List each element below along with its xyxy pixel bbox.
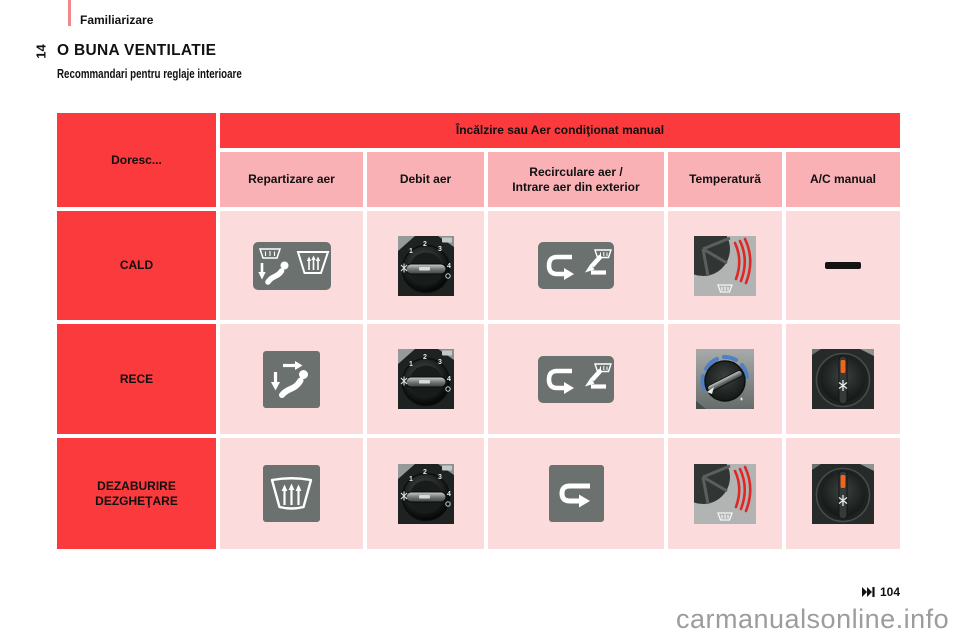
- ac-on-knob-photo: [812, 349, 874, 409]
- air-distribution-floor-windscreen-icon: [252, 241, 331, 290]
- cell-rece-recirculare: [488, 324, 664, 434]
- cell-rece-ac: [786, 324, 900, 434]
- group-header: Încălzire sau Aer condiţionat manual: [220, 113, 900, 148]
- page-subtitle: Recommandari pentru reglaje interioare: [57, 67, 242, 81]
- air-distribution-face-icon: [263, 350, 320, 408]
- skip-forward-icon: [862, 587, 875, 597]
- page-reference[interactable]: 104: [862, 585, 900, 599]
- page-reference-number: 104: [880, 585, 901, 599]
- column-header-recirculare-aer: Recirculare aer / Intrare aer din exteri…: [488, 152, 664, 207]
- cell-dezaburire-ac: [786, 438, 900, 549]
- row-label-cald: CALD: [57, 211, 216, 320]
- cell-cald-recirculare: [488, 211, 664, 320]
- cell-cald-temperatura: [668, 211, 782, 320]
- section-label: Familiarizare: [80, 13, 154, 27]
- recirculation-air-icon: [548, 465, 604, 522]
- cell-rece-temperatura: [668, 324, 782, 434]
- section-accent-line: [68, 0, 71, 26]
- corner-cell-doresc: Doresc...: [57, 113, 216, 207]
- ventilation-table: Doresc... Încălzire sau Aer condiţionat …: [57, 113, 900, 549]
- temperature-dial-cold-photo: [696, 349, 754, 409]
- windscreen-demist-icon: [263, 465, 320, 522]
- cell-cald-debit: [367, 211, 484, 320]
- fan-speed-knob-photo: [398, 349, 454, 409]
- column-header-repartizare-aer: Repartizare aer: [220, 152, 363, 207]
- cell-rece-debit: [367, 324, 484, 434]
- cell-cald-repartizare: [220, 211, 363, 320]
- ac-on-knob-photo: [812, 464, 874, 524]
- recirculation-and-exterior-air-icon: [538, 242, 614, 289]
- column-header-ac-manual: A/C manual: [786, 152, 900, 207]
- temperature-dial-hot-photo: [694, 236, 756, 296]
- cell-rece-repartizare: [220, 324, 363, 434]
- cell-dezaburire-recirculare: [488, 438, 664, 549]
- cell-dezaburire-debit: [367, 438, 484, 549]
- fan-speed-knob-photo: [398, 236, 454, 296]
- cell-dezaburire-temperatura: [668, 438, 782, 549]
- recirculation-and-exterior-air-icon: [538, 356, 614, 403]
- page-title: O BUNA VENTILATIE: [57, 42, 217, 59]
- column-header-debit-aer: Debit aer: [367, 152, 484, 207]
- column-header-temperatura: Temperatură: [668, 152, 782, 207]
- cell-cald-ac: [786, 211, 900, 320]
- cell-dezaburire-repartizare: [220, 438, 363, 549]
- fan-speed-knob-photo: [398, 464, 454, 524]
- ac-off-dash: [825, 262, 861, 269]
- row-label-rece: RECE: [57, 324, 216, 434]
- row-label-dezaburire: DEZABURIRE DEZGHEŢARE: [57, 438, 216, 549]
- page-number: 14: [33, 44, 49, 59]
- watermark: carmanualsonline.info: [676, 604, 950, 634]
- temperature-dial-hot-photo: [694, 464, 756, 524]
